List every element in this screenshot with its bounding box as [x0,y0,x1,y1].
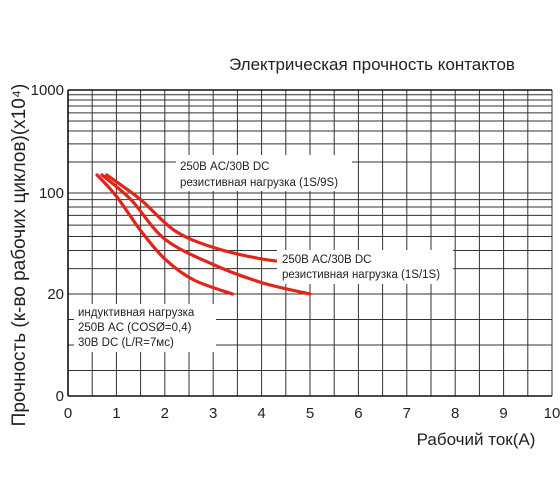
y-tick-label: 20 [47,286,64,303]
y-tick-label: 1000 [31,82,64,99]
annotation-line: индуктивная нагрузка [78,307,195,319]
x-tick-label: 1 [112,405,120,422]
x-tick-label: 6 [354,405,362,422]
y-axis-label: Прочность (к-во рабочих циклов)(x10⁴) [9,84,30,427]
x-tick-label: 0 [64,405,72,422]
y-tick-label: 100 [39,185,64,202]
x-tick-label: 10 [544,405,560,422]
annotation-line: 250В AC/30В DC [180,161,270,173]
annotation-inductive: индуктивная нагрузка 250В AC (COSØ=0,4) … [74,304,216,352]
x-tick-label: 8 [451,405,459,422]
x-tick-label: 9 [499,405,507,422]
series-line-1 [105,173,312,267]
annotation-line: резистивная нагрузка (1S/9S) [180,177,338,189]
x-tick-label: 2 [161,405,169,422]
x-tick-label: 3 [209,405,217,422]
curves [95,173,312,296]
annotation-line: 30В DC (L/R=7мс) [78,337,174,349]
series-line-3 [95,173,235,296]
series-line-2 [100,173,312,296]
y-tick-label: 0 [56,388,64,405]
chart-title: Электрическая прочность контактов [229,55,515,74]
annotation-resistive-1s9s: 250В AC/30В DC резистивная нагрузка (1S/… [176,155,352,191]
x-tick-label: 5 [306,405,314,422]
x-axis-label: Рабочий ток(А) [417,430,536,449]
annotation-line: 250В AC (COSØ=0,4) [78,322,192,334]
x-tick-label: 4 [257,405,265,422]
x-tick-label: 7 [403,405,411,422]
annotation-resistive-1s1s: 250В AC/30В DC резистивная нагрузка (1S/… [277,250,453,284]
annotation-line: 250В AC/30В DC [282,254,372,266]
annotation-line: резистивная нагрузка (1S/1S) [282,269,440,281]
